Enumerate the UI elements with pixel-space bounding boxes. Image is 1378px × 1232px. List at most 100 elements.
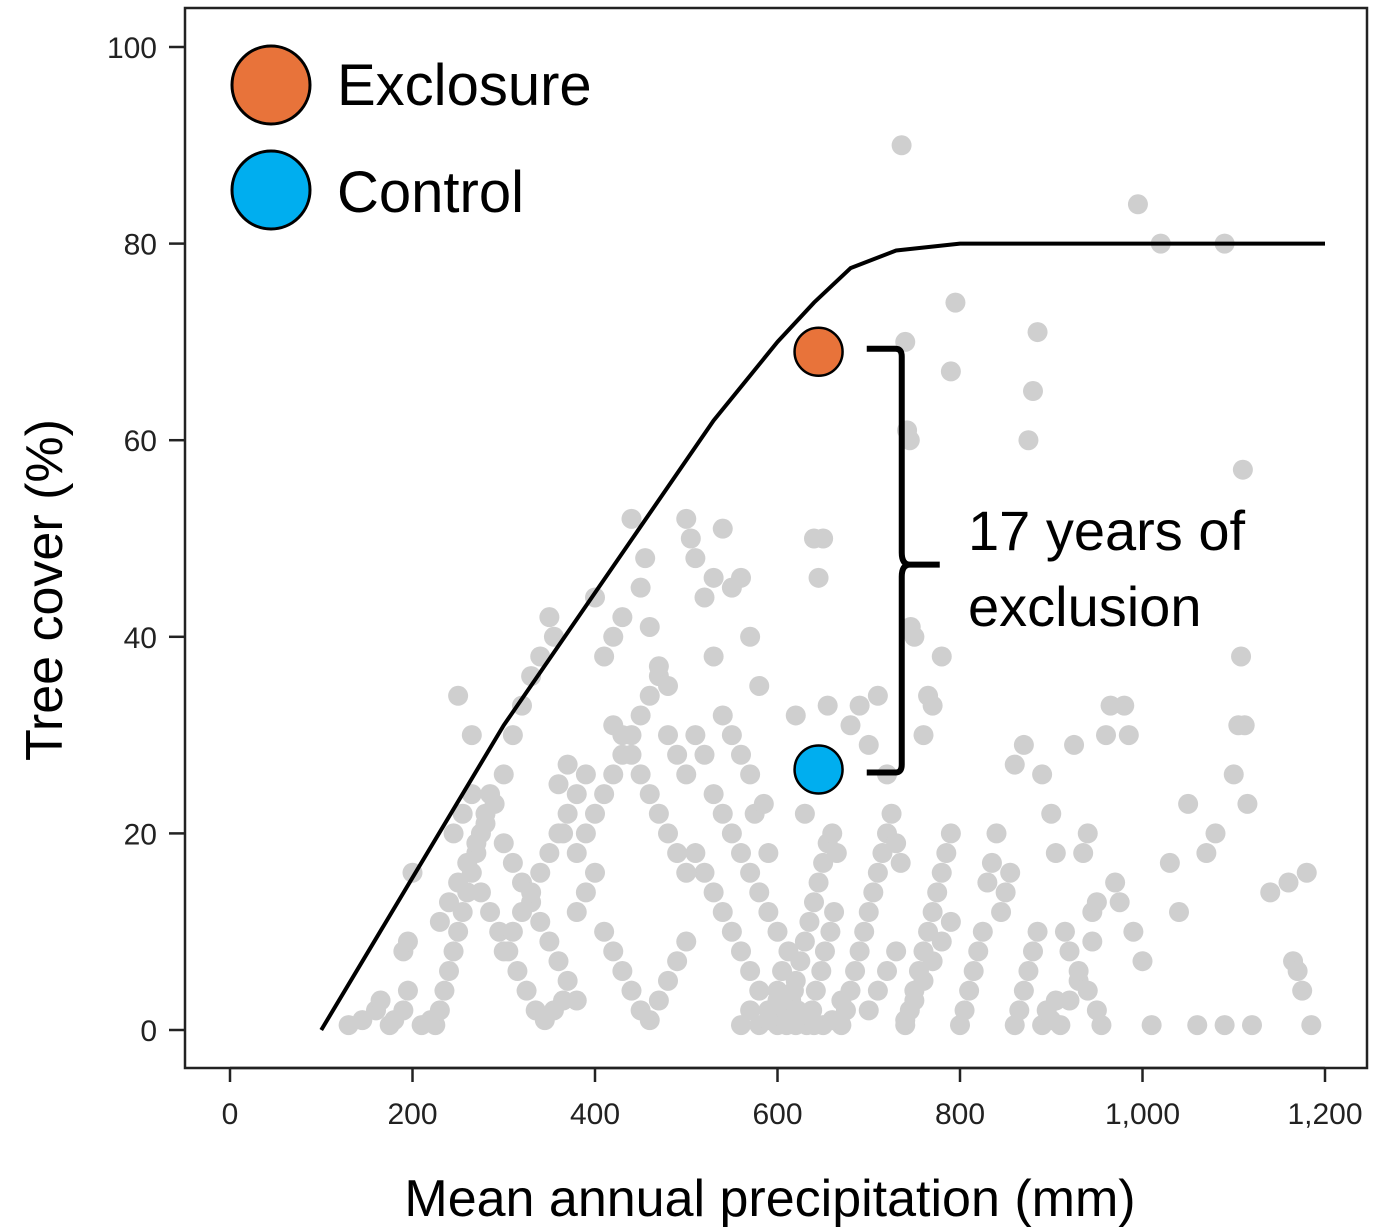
background-point (1064, 734, 1085, 755)
background-point (516, 980, 537, 1001)
background-point (434, 980, 455, 1001)
background-point (822, 1010, 843, 1031)
background-point (877, 961, 897, 982)
background-point (448, 685, 469, 706)
background-point (439, 961, 459, 982)
background-point (1013, 980, 1034, 1001)
background-point (854, 921, 875, 942)
background-point (1077, 823, 1098, 844)
background-point (1237, 793, 1258, 814)
background-point (849, 695, 870, 716)
background-point (566, 784, 587, 805)
background-point (658, 725, 678, 746)
background-point (439, 892, 459, 913)
background-point (475, 813, 496, 834)
background-point (566, 990, 587, 1011)
background-point (667, 843, 688, 864)
background-point (922, 951, 943, 972)
background-point (731, 941, 751, 962)
background-point (667, 951, 688, 972)
background-point (1132, 951, 1153, 972)
background-point (512, 902, 532, 923)
background-point (639, 685, 660, 706)
background-point (575, 764, 596, 785)
background-point (899, 430, 920, 451)
background-point (945, 292, 966, 313)
background-point (1187, 1015, 1208, 1036)
background-point (1023, 941, 1043, 962)
y-tick-label: 100 (107, 32, 157, 65)
background-point (931, 931, 952, 952)
background-point (489, 921, 510, 942)
background-point (470, 882, 491, 903)
background-point (721, 725, 742, 746)
background-point (922, 695, 943, 716)
background-point (772, 961, 793, 982)
background-point (502, 725, 523, 746)
background-point (940, 911, 961, 932)
background-point (867, 685, 888, 706)
background-point (1296, 862, 1317, 883)
background-point (502, 852, 523, 873)
background-point (1105, 872, 1126, 893)
background-point (890, 852, 911, 873)
background-point (820, 921, 841, 942)
background-point (858, 734, 879, 755)
background-point (968, 941, 989, 962)
background-point (630, 577, 651, 598)
background-point (676, 862, 697, 883)
annotation-line-2: exclusion (968, 575, 1201, 638)
y-tick-label: 0 (140, 1015, 157, 1048)
background-point (1292, 980, 1313, 1001)
background-point (913, 725, 934, 746)
background-point (557, 754, 578, 775)
background-point (813, 528, 834, 549)
background-point (1169, 902, 1189, 923)
background-point (740, 862, 761, 883)
background-point (676, 508, 697, 529)
background-point (553, 990, 574, 1011)
background-point (648, 990, 669, 1011)
background-point (1023, 381, 1043, 402)
background-point (959, 980, 980, 1001)
background-point (740, 961, 761, 982)
background-point (443, 823, 464, 844)
background-point (694, 587, 715, 608)
background-point (1231, 646, 1252, 667)
x-tick-label: 600 (752, 1098, 802, 1131)
background-point (1242, 1015, 1262, 1036)
background-point (1073, 843, 1094, 864)
background-point (585, 803, 605, 824)
x-axis: 0 200 400 600 800 1,000 1,200 (222, 1066, 1363, 1131)
background-point (904, 626, 925, 647)
background-point (753, 793, 774, 814)
background-point (1054, 921, 1075, 942)
background-point (867, 980, 888, 1001)
background-point (927, 882, 948, 903)
background-point (940, 361, 961, 382)
background-point (1091, 1015, 1112, 1036)
background-point (731, 744, 751, 765)
background-point (1018, 430, 1039, 451)
background-point (1178, 793, 1199, 814)
background-point (539, 607, 560, 628)
background-point (676, 931, 697, 952)
y-tick-label: 20 (124, 818, 157, 851)
background-point (502, 921, 523, 942)
background-point (749, 882, 770, 903)
background-point (658, 823, 678, 844)
background-point (863, 882, 884, 903)
background-point (685, 548, 706, 569)
y-tick-label: 60 (124, 425, 157, 458)
background-point (858, 902, 879, 923)
background-point (1278, 872, 1299, 893)
background-point (1050, 1015, 1071, 1036)
background-point (443, 941, 464, 962)
background-point (667, 744, 688, 765)
x-tick-label: 1,000 (1105, 1098, 1180, 1131)
background-point (858, 1000, 879, 1021)
background-point (794, 803, 815, 824)
background-point (981, 852, 1002, 873)
background-point (484, 793, 505, 814)
background-point (1287, 961, 1308, 982)
